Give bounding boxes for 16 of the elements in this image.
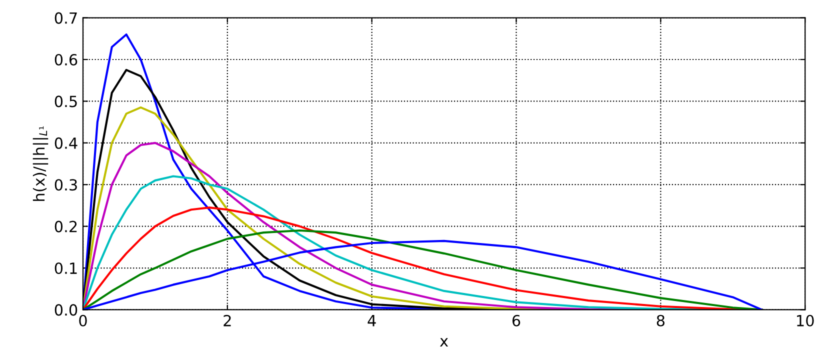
y-tick-label: 0.5 bbox=[54, 96, 77, 108]
y-tick-label: 0.1 bbox=[54, 262, 77, 274]
y-tick-label: 0.7 bbox=[54, 12, 77, 24]
y-axis-title: h(x)/||h||$_{L¹}$ bbox=[32, 126, 48, 201]
x-tick-label: 8 bbox=[656, 314, 664, 326]
x-tick-label: 4 bbox=[368, 315, 376, 326]
y-tick-label: 0.0 bbox=[54, 304, 78, 316]
x-tick-label: 2 bbox=[224, 314, 231, 326]
y-tick-label: 0.2 bbox=[54, 220, 77, 232]
y-tick-label: 0.3 bbox=[54, 179, 77, 191]
y-tick-label: 0.6 bbox=[54, 54, 78, 66]
y-tick-label: 0.4 bbox=[54, 137, 78, 149]
x-tick-label: 10 bbox=[797, 314, 814, 326]
x-tick-label: 0 bbox=[79, 314, 87, 326]
x-axis-title: x bbox=[440, 338, 448, 347]
x-tick-label: 6 bbox=[512, 314, 520, 326]
